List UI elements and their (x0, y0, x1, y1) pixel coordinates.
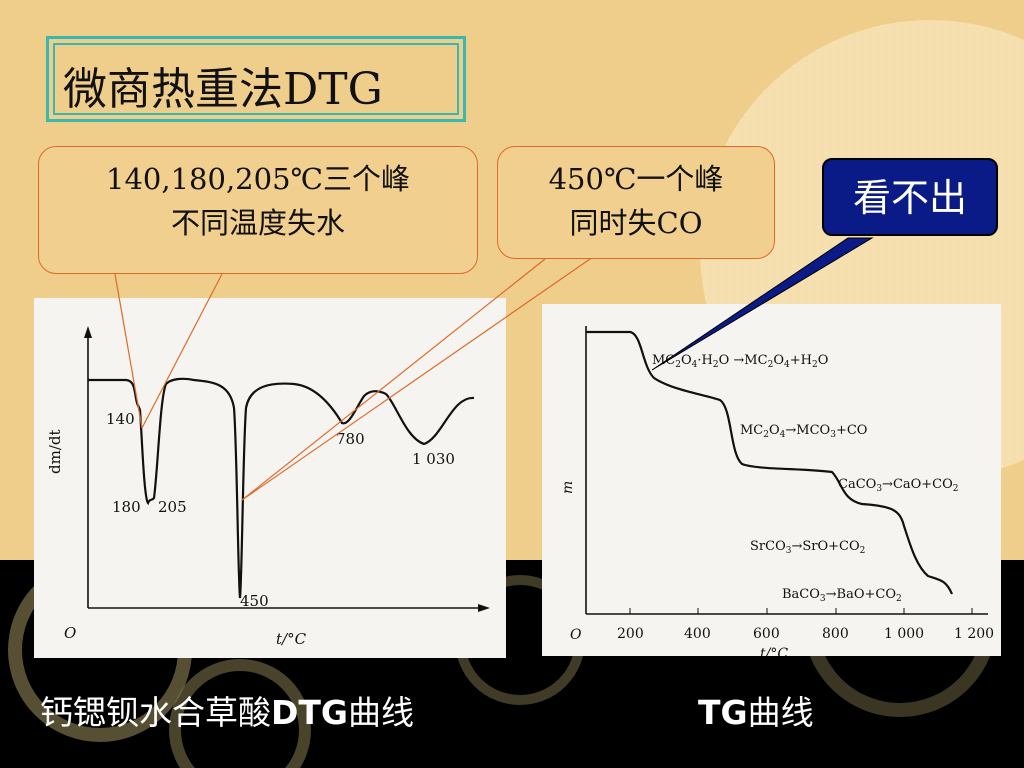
page-title: 微商热重法DTG (63, 64, 383, 115)
tg-tick-label-200: 200 (617, 626, 644, 642)
tg-tick-label-1200: 1 200 (954, 626, 994, 642)
title-inner-border (53, 43, 459, 115)
dtg-caption-bold: DTG (271, 693, 348, 732)
callout-water-loss-line1: 140,180,205℃三个峰 (106, 162, 410, 196)
tg-y-label: m (560, 481, 576, 494)
dtg-caption: 钙锶钡水合草酸DTG曲线 (40, 686, 414, 734)
tg-tick-label-400: 400 (684, 626, 711, 642)
callout-water-loss-line2: 不同温度失水 (170, 206, 345, 240)
tg-annotation-dehydration: MC2O4·H2O →MC2O4+H2O (652, 353, 828, 370)
dtg-origin-label: O (64, 624, 76, 642)
dtg-caption-suffix: 曲线 (348, 693, 414, 732)
title-box: 微商热重法DTG (46, 36, 466, 122)
tg-tick-label-800: 800 (822, 626, 849, 642)
dtg-peak-label-180: 180 (112, 498, 141, 516)
tg-tick-label-600: 600 (753, 626, 780, 642)
dtg-curve (88, 377, 475, 599)
dtg-peak-label-140: 140 (106, 410, 135, 428)
tg-chart-panel: O 200 400 600 800 1 000 1 200 t/°C m MC2… (542, 304, 1001, 662)
tg-caption-bold: TG (698, 693, 748, 732)
tg-caption-suffix: 曲线 (747, 693, 814, 732)
dtg-chart: dm/dt O t/°C 140 180 205 450 780 1 030 (46, 326, 490, 648)
dtg-x-label: t/°C (276, 630, 307, 648)
dtg-y-arrow (84, 326, 92, 338)
tg-annotation-co-loss: MC2O4→MCO3+CO (740, 423, 867, 440)
tg-chart: O 200 400 600 800 1 000 1 200 t/°C m MC2… (560, 326, 994, 662)
tg-tick-label-1000: 1 000 (884, 626, 924, 642)
callout-co-loss: 450℃一个峰 同时失CO (497, 146, 775, 259)
dtg-x-arrow (478, 604, 490, 612)
dtg-peak-label-780: 780 (336, 430, 365, 448)
dtg-y-label: dm/dt (46, 429, 64, 474)
tg-caption: TG曲线 (698, 686, 814, 734)
callout-co-loss-line2: 同时失CO (569, 206, 703, 240)
callout-water-loss: 140,180,205℃三个峰 不同温度失水 (38, 146, 478, 274)
cannot-see-badge: 看不出 (822, 158, 998, 236)
dtg-caption-prefix: 钙锶钡水合草酸 (40, 693, 271, 732)
dtg-chart-panel: dm/dt O t/°C 140 180 205 450 780 1 030 (34, 298, 506, 658)
tg-origin-label: O (570, 627, 582, 643)
tg-x-label: t/°C (760, 646, 788, 656)
tg-annotation-baco3: BaCO3→BaO+CO2 (782, 587, 902, 604)
dtg-peak-label-1030: 1 030 (412, 450, 455, 468)
tg-curve (586, 330, 954, 595)
tg-annotation-srco3: SrCO3→SrO+CO2 (750, 539, 865, 556)
tg-annotation-caco3: CaCO3→CaO+CO2 (838, 477, 959, 494)
dtg-peak-label-450: 450 (240, 592, 269, 610)
callout-co-loss-line1: 450℃一个峰 (548, 162, 724, 196)
dtg-peak-label-205: 205 (158, 498, 187, 516)
